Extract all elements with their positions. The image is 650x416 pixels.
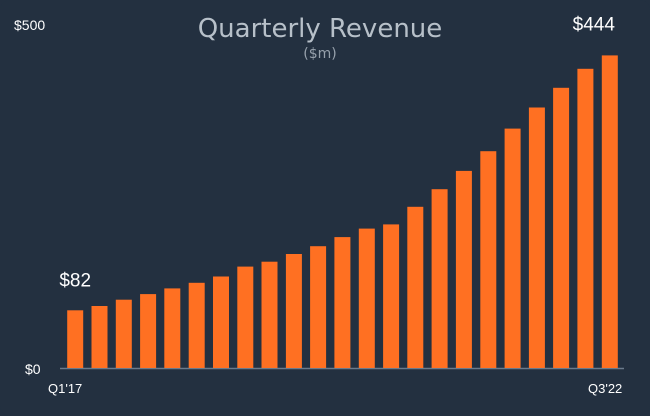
bar <box>334 237 351 368</box>
bar <box>164 288 181 368</box>
bar <box>285 254 302 368</box>
data-label: $444 <box>573 14 616 35</box>
bar <box>455 170 472 368</box>
bar <box>383 224 400 368</box>
bar <box>504 128 521 368</box>
bar <box>140 294 157 368</box>
bar <box>601 55 618 369</box>
bar <box>407 206 424 368</box>
bar <box>480 151 497 368</box>
bar <box>431 189 448 368</box>
bar <box>577 68 594 369</box>
x-tick-label-first: Q1'17 <box>48 381 82 396</box>
bar <box>115 299 132 368</box>
bar <box>528 107 545 368</box>
bar <box>91 306 108 368</box>
bar <box>261 261 278 368</box>
bar <box>310 246 327 368</box>
bars-group <box>67 55 618 369</box>
chart-title: Quarterly Revenue <box>198 14 443 44</box>
bar <box>358 228 375 368</box>
bar <box>213 276 229 368</box>
bar <box>188 282 205 368</box>
bar <box>67 310 84 368</box>
bar <box>553 87 570 369</box>
data-label: $82 <box>59 270 91 291</box>
x-tick-label-last: Q3'22 <box>588 381 622 396</box>
data-labels-group: $82 $444 <box>59 14 615 291</box>
bar <box>237 266 254 368</box>
y-tick-label-max: $500 <box>14 17 45 33</box>
chart-subtitle: ($m) <box>303 46 336 62</box>
y-tick-label-min: $0 <box>25 361 41 377</box>
